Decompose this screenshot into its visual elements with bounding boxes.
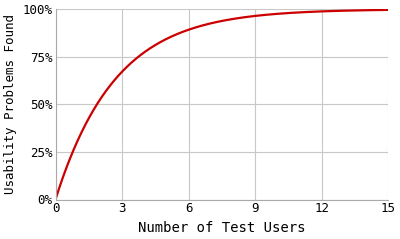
Y-axis label: Usability Problems Found: Usability Problems Found	[4, 14, 17, 194]
X-axis label: Number of Test Users: Number of Test Users	[138, 221, 306, 235]
